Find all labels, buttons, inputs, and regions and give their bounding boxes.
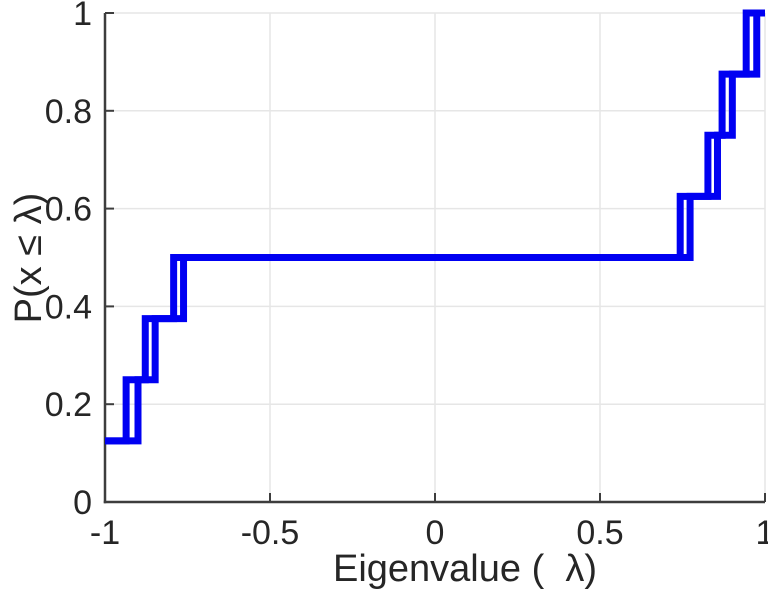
y-tick-label: 0.2 (45, 386, 92, 424)
y-tick-label: 0.8 (45, 93, 92, 131)
y-tick-label: 0.4 (45, 288, 92, 326)
ecdf-curve-2 (105, 9, 765, 445)
x-tick-label: -1 (90, 514, 120, 552)
y-axis-label: P(x ≤ λ) (8, 192, 50, 324)
x-tick-label: 0 (426, 514, 445, 552)
y-tick-label: 0.6 (45, 191, 92, 229)
y-tick-label: 0 (73, 484, 92, 522)
y-tick-label: 1 (73, 0, 92, 33)
x-tick-label: 1 (756, 514, 768, 552)
x-tick-label: 0.5 (576, 514, 623, 552)
x-tick-label: -0.5 (241, 514, 300, 552)
x-axis-label: Eigenvalue ( λ) (332, 548, 597, 590)
